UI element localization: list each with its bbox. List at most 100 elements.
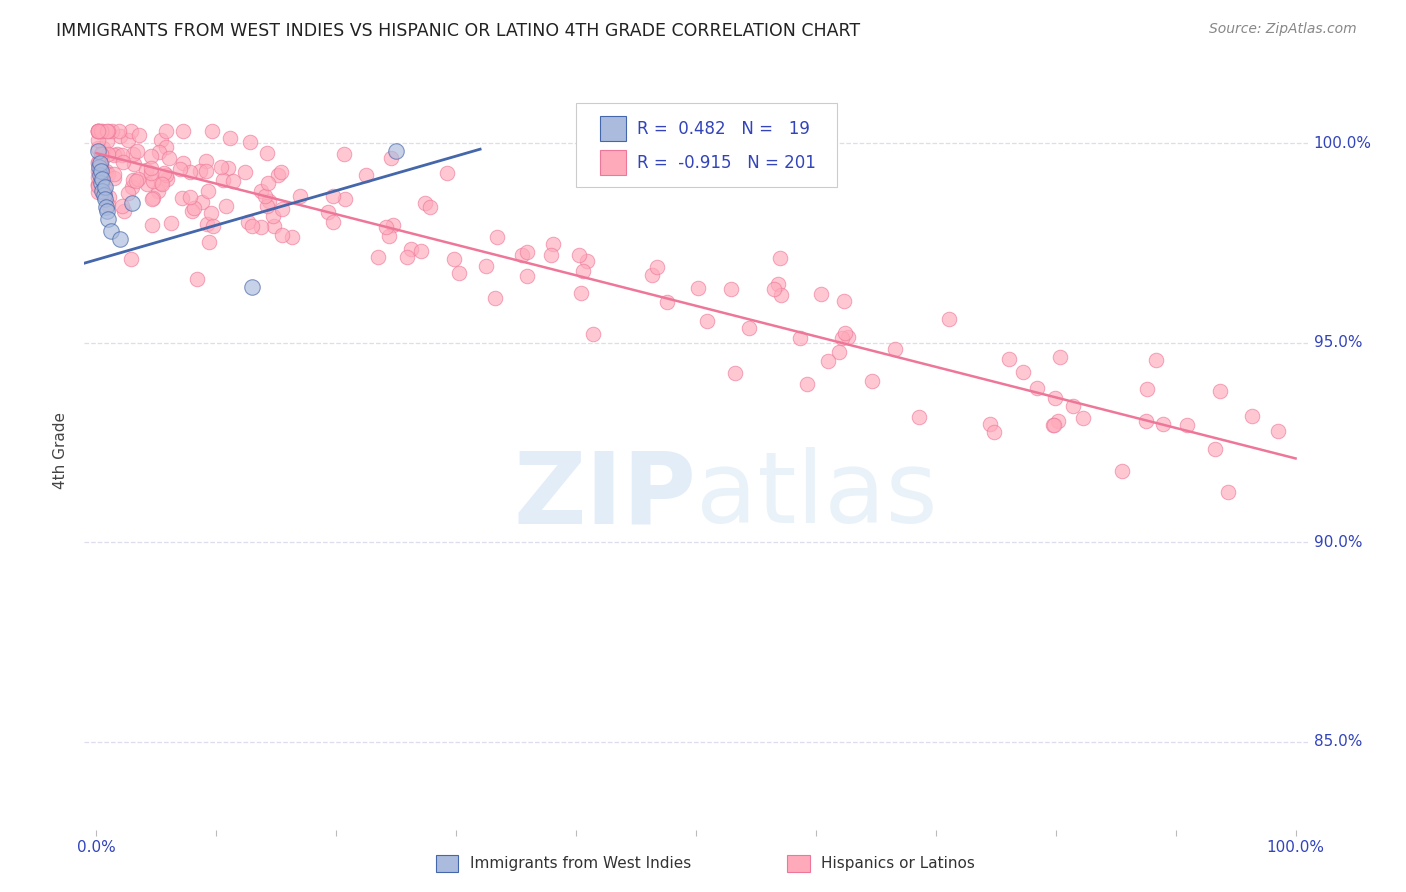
Point	[103, 170, 125, 185]
Point	[1204, 442, 1226, 457]
Point	[724, 366, 747, 380]
Point	[86, 155, 108, 169]
Text: IMMIGRANTS FROM WEST INDIES VS HISPANIC OR LATINO 4TH GRADE CORRELATION CHART: IMMIGRANTS FROM WEST INDIES VS HISPANIC …	[56, 22, 860, 40]
Text: 100.0%: 100.0%	[1313, 136, 1372, 151]
Point	[89, 168, 111, 182]
Point	[179, 165, 201, 179]
Point	[110, 232, 132, 246]
Point	[86, 141, 108, 155]
Point	[141, 166, 163, 180]
Point	[122, 157, 145, 171]
Point	[378, 229, 401, 244]
Point	[766, 277, 789, 291]
Point	[686, 281, 709, 295]
Point	[103, 167, 125, 181]
Point	[127, 172, 149, 186]
Point	[367, 250, 389, 264]
Point	[831, 331, 853, 345]
Point	[837, 330, 859, 344]
Point	[354, 168, 377, 182]
Point	[93, 166, 115, 180]
Point	[443, 252, 465, 266]
Point	[148, 145, 170, 159]
Point	[810, 287, 832, 301]
Point	[217, 161, 239, 176]
Point	[447, 266, 470, 280]
Point	[267, 169, 290, 183]
Point	[1152, 417, 1174, 432]
Point	[117, 186, 139, 200]
Text: Source: ZipAtlas.com: Source: ZipAtlas.com	[1209, 22, 1357, 37]
Point	[270, 202, 292, 216]
Point	[86, 177, 108, 191]
Point	[90, 158, 112, 172]
Text: 95.0%: 95.0%	[1313, 335, 1362, 351]
Point	[271, 227, 294, 242]
Point	[540, 248, 562, 262]
Point	[240, 280, 263, 294]
Point	[139, 149, 162, 163]
Point	[159, 216, 181, 230]
Point	[515, 245, 537, 260]
Point	[117, 133, 139, 147]
Point	[181, 203, 204, 218]
Point	[91, 141, 114, 155]
Point	[796, 376, 818, 391]
Point	[1042, 417, 1064, 432]
Point	[198, 235, 221, 250]
Point	[125, 145, 148, 159]
Point	[97, 146, 120, 161]
Text: R =  -0.915   N = 201: R = -0.915 N = 201	[637, 153, 815, 172]
Point	[1240, 409, 1263, 424]
Point	[89, 156, 111, 170]
Point	[93, 180, 115, 194]
Point	[1043, 391, 1066, 405]
Point	[111, 199, 134, 213]
Point	[153, 166, 176, 180]
Point	[90, 146, 112, 161]
Point	[96, 134, 118, 148]
Text: atlas: atlas	[696, 448, 938, 544]
Point	[1175, 418, 1198, 433]
Point	[121, 147, 143, 161]
Point	[789, 331, 811, 345]
Point	[411, 244, 433, 258]
Point	[322, 215, 344, 229]
Point	[108, 129, 131, 144]
Point	[582, 326, 605, 341]
Point	[86, 124, 108, 138]
Point	[413, 195, 436, 210]
Point	[200, 124, 222, 138]
Point	[419, 200, 441, 214]
Point	[120, 124, 142, 138]
Point	[512, 248, 534, 262]
Point	[86, 133, 108, 147]
Point	[86, 144, 108, 158]
Point	[257, 177, 280, 191]
Point	[575, 253, 598, 268]
Point	[93, 192, 117, 206]
Point	[142, 191, 165, 205]
Point	[641, 268, 664, 282]
Text: Immigrants from West Indies: Immigrants from West Indies	[470, 856, 690, 871]
Point	[86, 124, 108, 138]
Point	[1144, 353, 1167, 368]
Point	[569, 286, 592, 301]
Point	[1025, 381, 1047, 395]
Point	[179, 189, 201, 203]
Point	[120, 252, 142, 267]
Point	[190, 195, 212, 210]
Point	[938, 312, 960, 326]
Point	[86, 170, 108, 185]
Point	[333, 147, 356, 161]
Point	[97, 212, 120, 227]
Point	[475, 259, 498, 273]
Point	[195, 217, 218, 231]
Point	[86, 124, 108, 138]
Point	[1049, 350, 1071, 364]
Point	[149, 176, 172, 190]
Point	[262, 209, 284, 223]
Point	[322, 189, 344, 203]
Point	[142, 174, 165, 188]
Point	[883, 343, 905, 357]
